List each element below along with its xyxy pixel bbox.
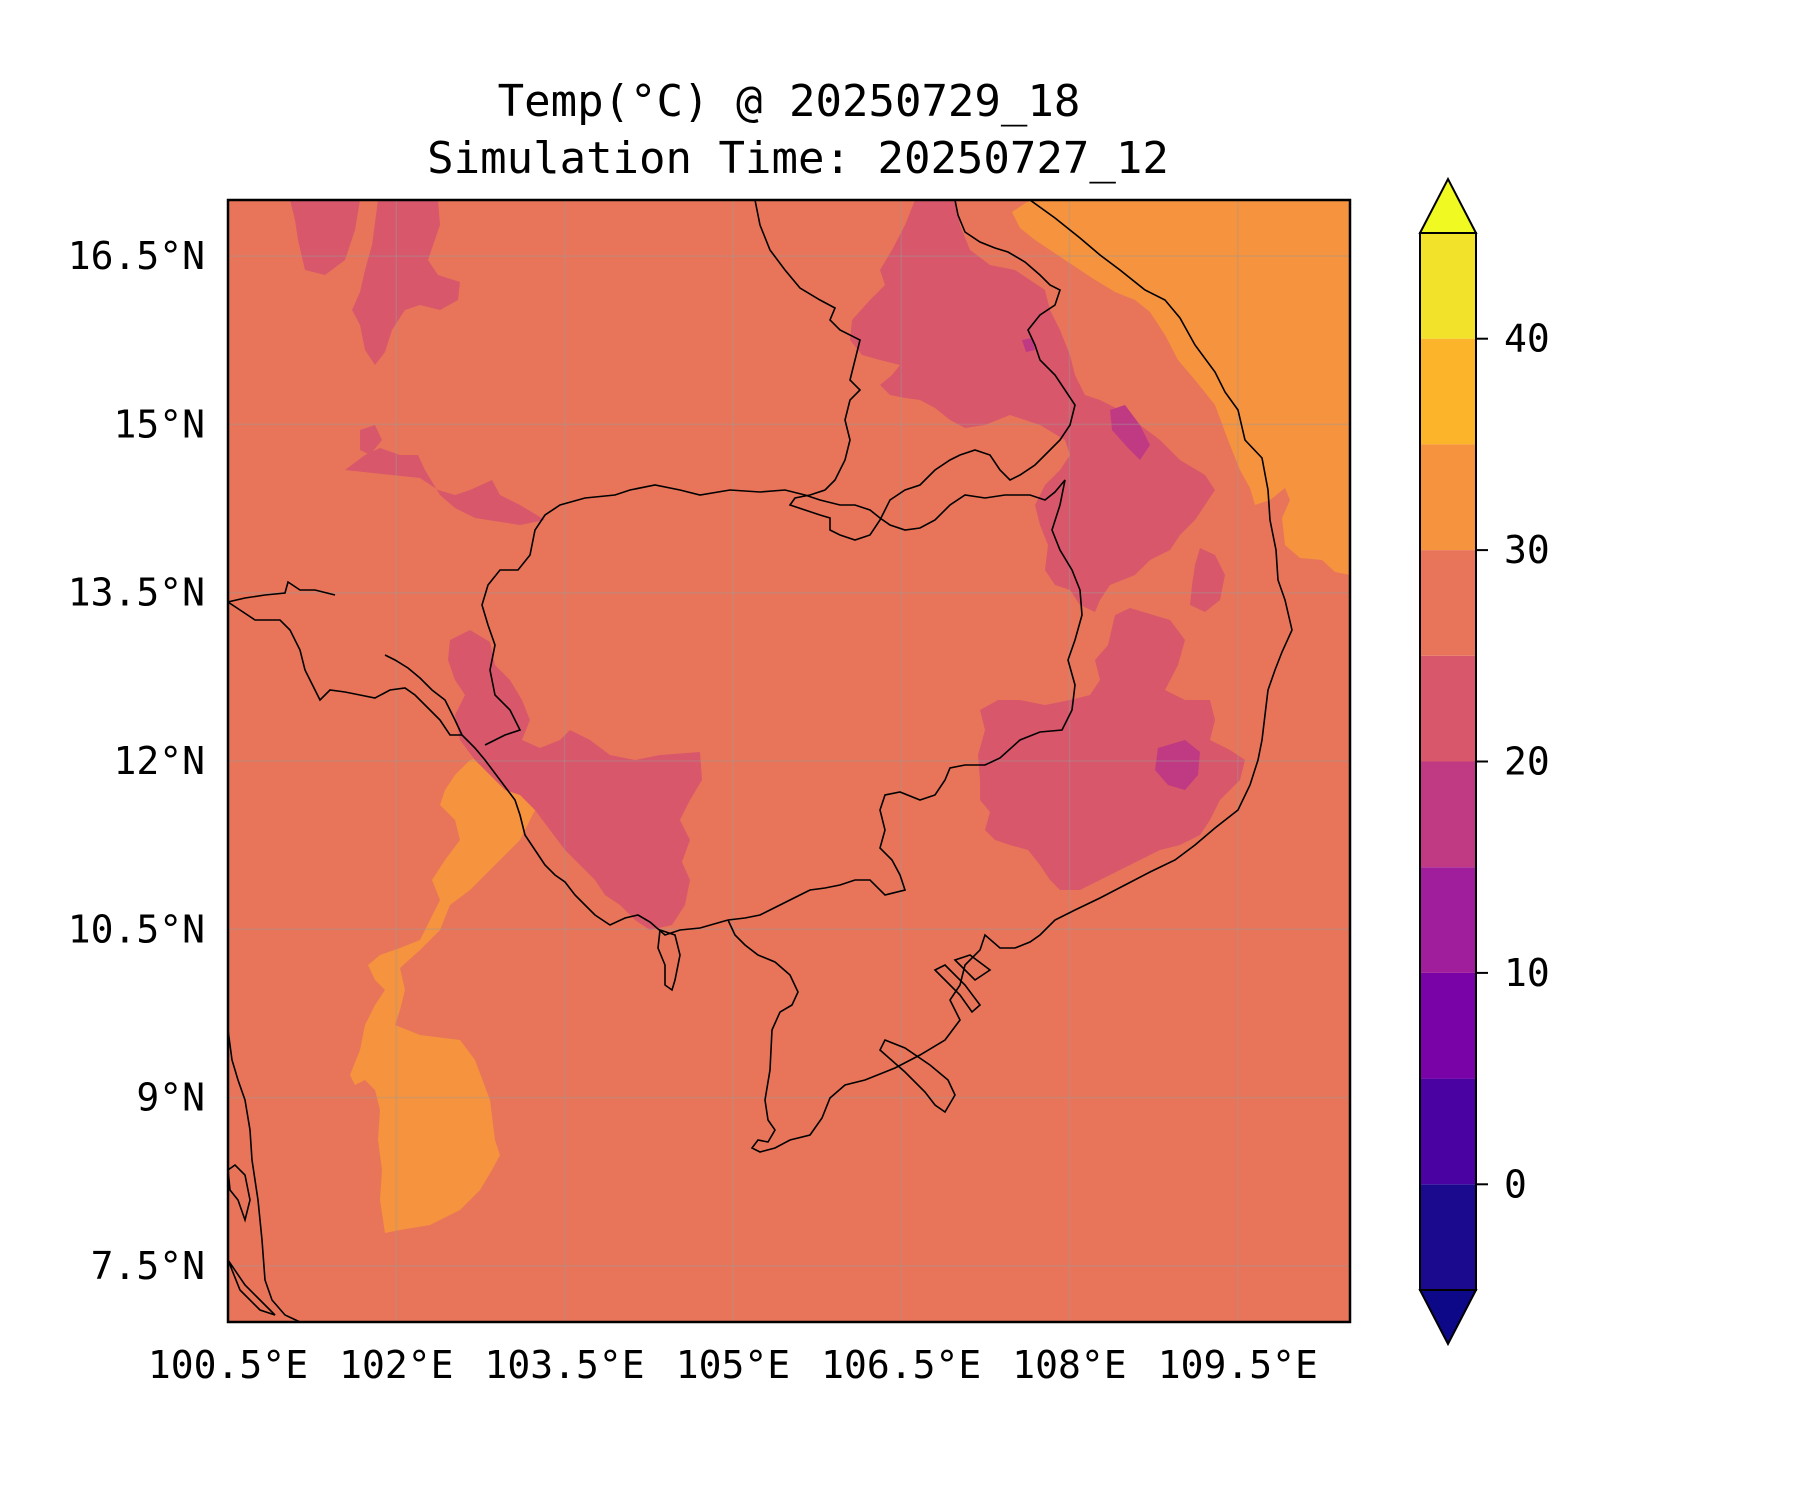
coastline-malay-peninsula: [228, 1029, 301, 1322]
y-tick-label: 12°N: [113, 739, 205, 783]
colorbar-tick-label: 10: [1504, 951, 1550, 995]
coastline-malay-west: [228, 1163, 276, 1316]
x-axis-ticks: 100.5°E 102°E 103.5°E 105°E 106.5°E 108°E 109.…: [148, 1343, 1318, 1387]
contour-20-25-cardamom: [448, 630, 702, 930]
x-tick-label: 100.5°E: [148, 1343, 308, 1387]
y-tick-label: 13.5°N: [68, 571, 205, 615]
contour-20-25-nw-laos: [290, 200, 360, 275]
colorbar-segment: [1420, 972, 1476, 1079]
gridlines: [228, 200, 1350, 1322]
colorbar: 0 10 20 30 40: [1418, 176, 1550, 1347]
y-axis-ticks: 16.5°N 15°N 13.5°N 12°N 10.5°N 9°N 7.5°N: [68, 234, 205, 1288]
colorbar-segment: [1420, 444, 1476, 551]
contour-20-25-central-highlands: [978, 608, 1245, 890]
coastline-mekong-islands: [879, 954, 992, 1114]
colorbar-segment: [1420, 761, 1476, 868]
colorbar-tick-label: 30: [1504, 528, 1550, 572]
colorbar-segment: [1420, 655, 1476, 762]
map-frame: [226, 198, 1352, 1324]
contour-30-35-east-sea: [1012, 200, 1350, 575]
contour-20-25-regions: [290, 200, 1245, 930]
y-tick-label: 15°N: [113, 402, 205, 446]
x-tick-label: 108°E: [1012, 1343, 1126, 1387]
colorbar-extend-min: [1418, 1289, 1478, 1347]
colorbar-tick-label: 20: [1504, 740, 1550, 784]
colorbar-segment: [1420, 867, 1476, 973]
map-title: Temp(°C) @ 20250729_18: [498, 76, 1081, 127]
contour-15-20-regions: [1022, 338, 1200, 790]
coastlines-and-borders: [228, 200, 1293, 1322]
x-tick-label: 106.5°E: [821, 1343, 981, 1387]
colorbar-segment: [1420, 1184, 1476, 1290]
colorbar-segment: [1420, 233, 1476, 339]
border-laos: [754, 200, 1076, 541]
contour-15-20-patch-south: [1155, 740, 1200, 790]
coastline-vietnam: [727, 200, 1293, 1153]
colorbar-extend-max: [1418, 176, 1478, 234]
contour-30-35-gulf: [350, 752, 540, 1233]
y-tick-label: 9°N: [136, 1076, 205, 1120]
border-thailand-laos: [228, 601, 462, 736]
x-tick-label: 109.5°E: [1158, 1343, 1318, 1387]
colorbar-tick-label: 0: [1504, 1162, 1527, 1206]
contour-15-20-patch-north: [1110, 405, 1150, 460]
map-panel: 100.5°E 102°E 103.5°E 105°E 106.5°E 108°E 109.…: [68, 198, 1352, 1387]
x-tick-label: 103.5°E: [485, 1343, 645, 1387]
x-tick-label: 102°E: [339, 1343, 453, 1387]
map-subtitle: Simulation Time: 20250727_12: [427, 133, 1169, 184]
y-tick-label: 10.5°N: [68, 907, 205, 951]
x-tick-label: 105°E: [676, 1343, 790, 1387]
y-tick-label: 7.5°N: [91, 1244, 205, 1288]
colorbar-segment: [1420, 338, 1476, 445]
contour-15-20-patch-small: [1022, 338, 1035, 352]
contour-20-25-n-laos: [352, 200, 460, 365]
coastline-thailand-east: [228, 580, 336, 603]
colorbar-segment: [1420, 1078, 1476, 1185]
contour-20-25-annamite: [850, 200, 1215, 612]
y-tick-label: 16.5°N: [68, 234, 205, 278]
contour-20-25-ne-thailand: [345, 425, 545, 525]
coastline-gulf-east: [384, 654, 729, 936]
colorbar-segment: [1420, 550, 1476, 656]
coastline-phu-quoc: [657, 928, 681, 992]
border-cambodia: [481, 479, 1083, 921]
contour-20-25-coast-patch: [1190, 548, 1225, 612]
colorbar-tick-label: 40: [1504, 317, 1550, 361]
